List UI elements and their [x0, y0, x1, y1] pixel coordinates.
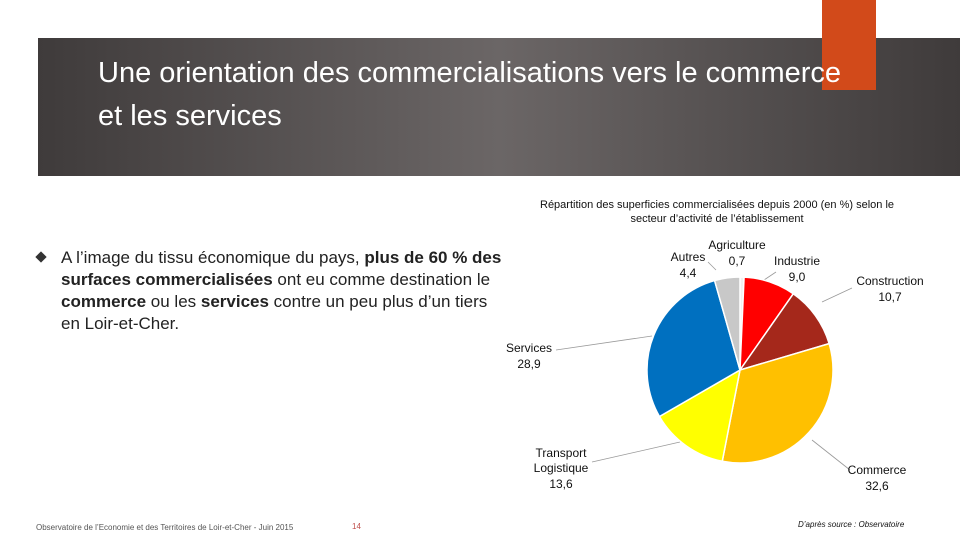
pie-slice [658, 368, 742, 463]
bullet-run: A l’image du tissu économique du pays, [61, 248, 365, 267]
footer-left: Observatoire de l’Economie et des Territ… [36, 523, 294, 532]
slice-label: Autres [670, 250, 706, 264]
slice-label: Construction [856, 274, 924, 288]
bullet-run: ou les [146, 292, 201, 311]
value-label: 32,6 [865, 479, 889, 493]
page-number: 14 [352, 522, 361, 531]
chart-title: Répartition des superficies commercialis… [540, 199, 895, 225]
value-label: 28,9 [517, 357, 541, 371]
title-banner [38, 38, 960, 176]
leader-line [591, 441, 681, 463]
slice-label: Industrie [773, 254, 821, 268]
value-label: 13,6 [549, 477, 573, 491]
slide-title: Une orientation des commercialisations v… [98, 57, 842, 132]
bullet-run: ont eu comme destination le [272, 270, 491, 289]
leader-lines [555, 261, 853, 471]
bullet-run: contre un peu plus d’un tiers en Loir-et… [61, 292, 488, 333]
value-label: 9,0 [788, 270, 806, 284]
slice-label: Commerce [847, 463, 907, 477]
accent-bar [822, 0, 876, 90]
value-label: 0,7 [728, 254, 746, 268]
leader-line [763, 271, 777, 281]
value-label: 10,7 [878, 290, 902, 304]
slice-label: Services [505, 341, 552, 355]
bullet-run: services [200, 292, 269, 311]
leader-line [555, 335, 653, 351]
pie-slice [721, 342, 834, 464]
leader-line [707, 261, 717, 271]
pie-slice [646, 279, 741, 418]
slice-label: Transport Logistique [533, 446, 589, 475]
leader-line [811, 439, 851, 471]
value-label: 4,4 [679, 266, 697, 280]
pie-slice [713, 276, 741, 371]
bullet-run: plus de 60 % des surfaces commercialisée… [61, 248, 502, 289]
leader-line [821, 287, 853, 303]
slice-label: Agriculture [708, 238, 766, 252]
bullet-run: commerce [61, 292, 147, 311]
bullet-text: A l’image du tissu économique du pays, p… [61, 247, 506, 335]
source: D’après source : Observatoire [798, 520, 905, 529]
bullet: A l’image du tissu économique du pays, p… [35, 247, 506, 335]
